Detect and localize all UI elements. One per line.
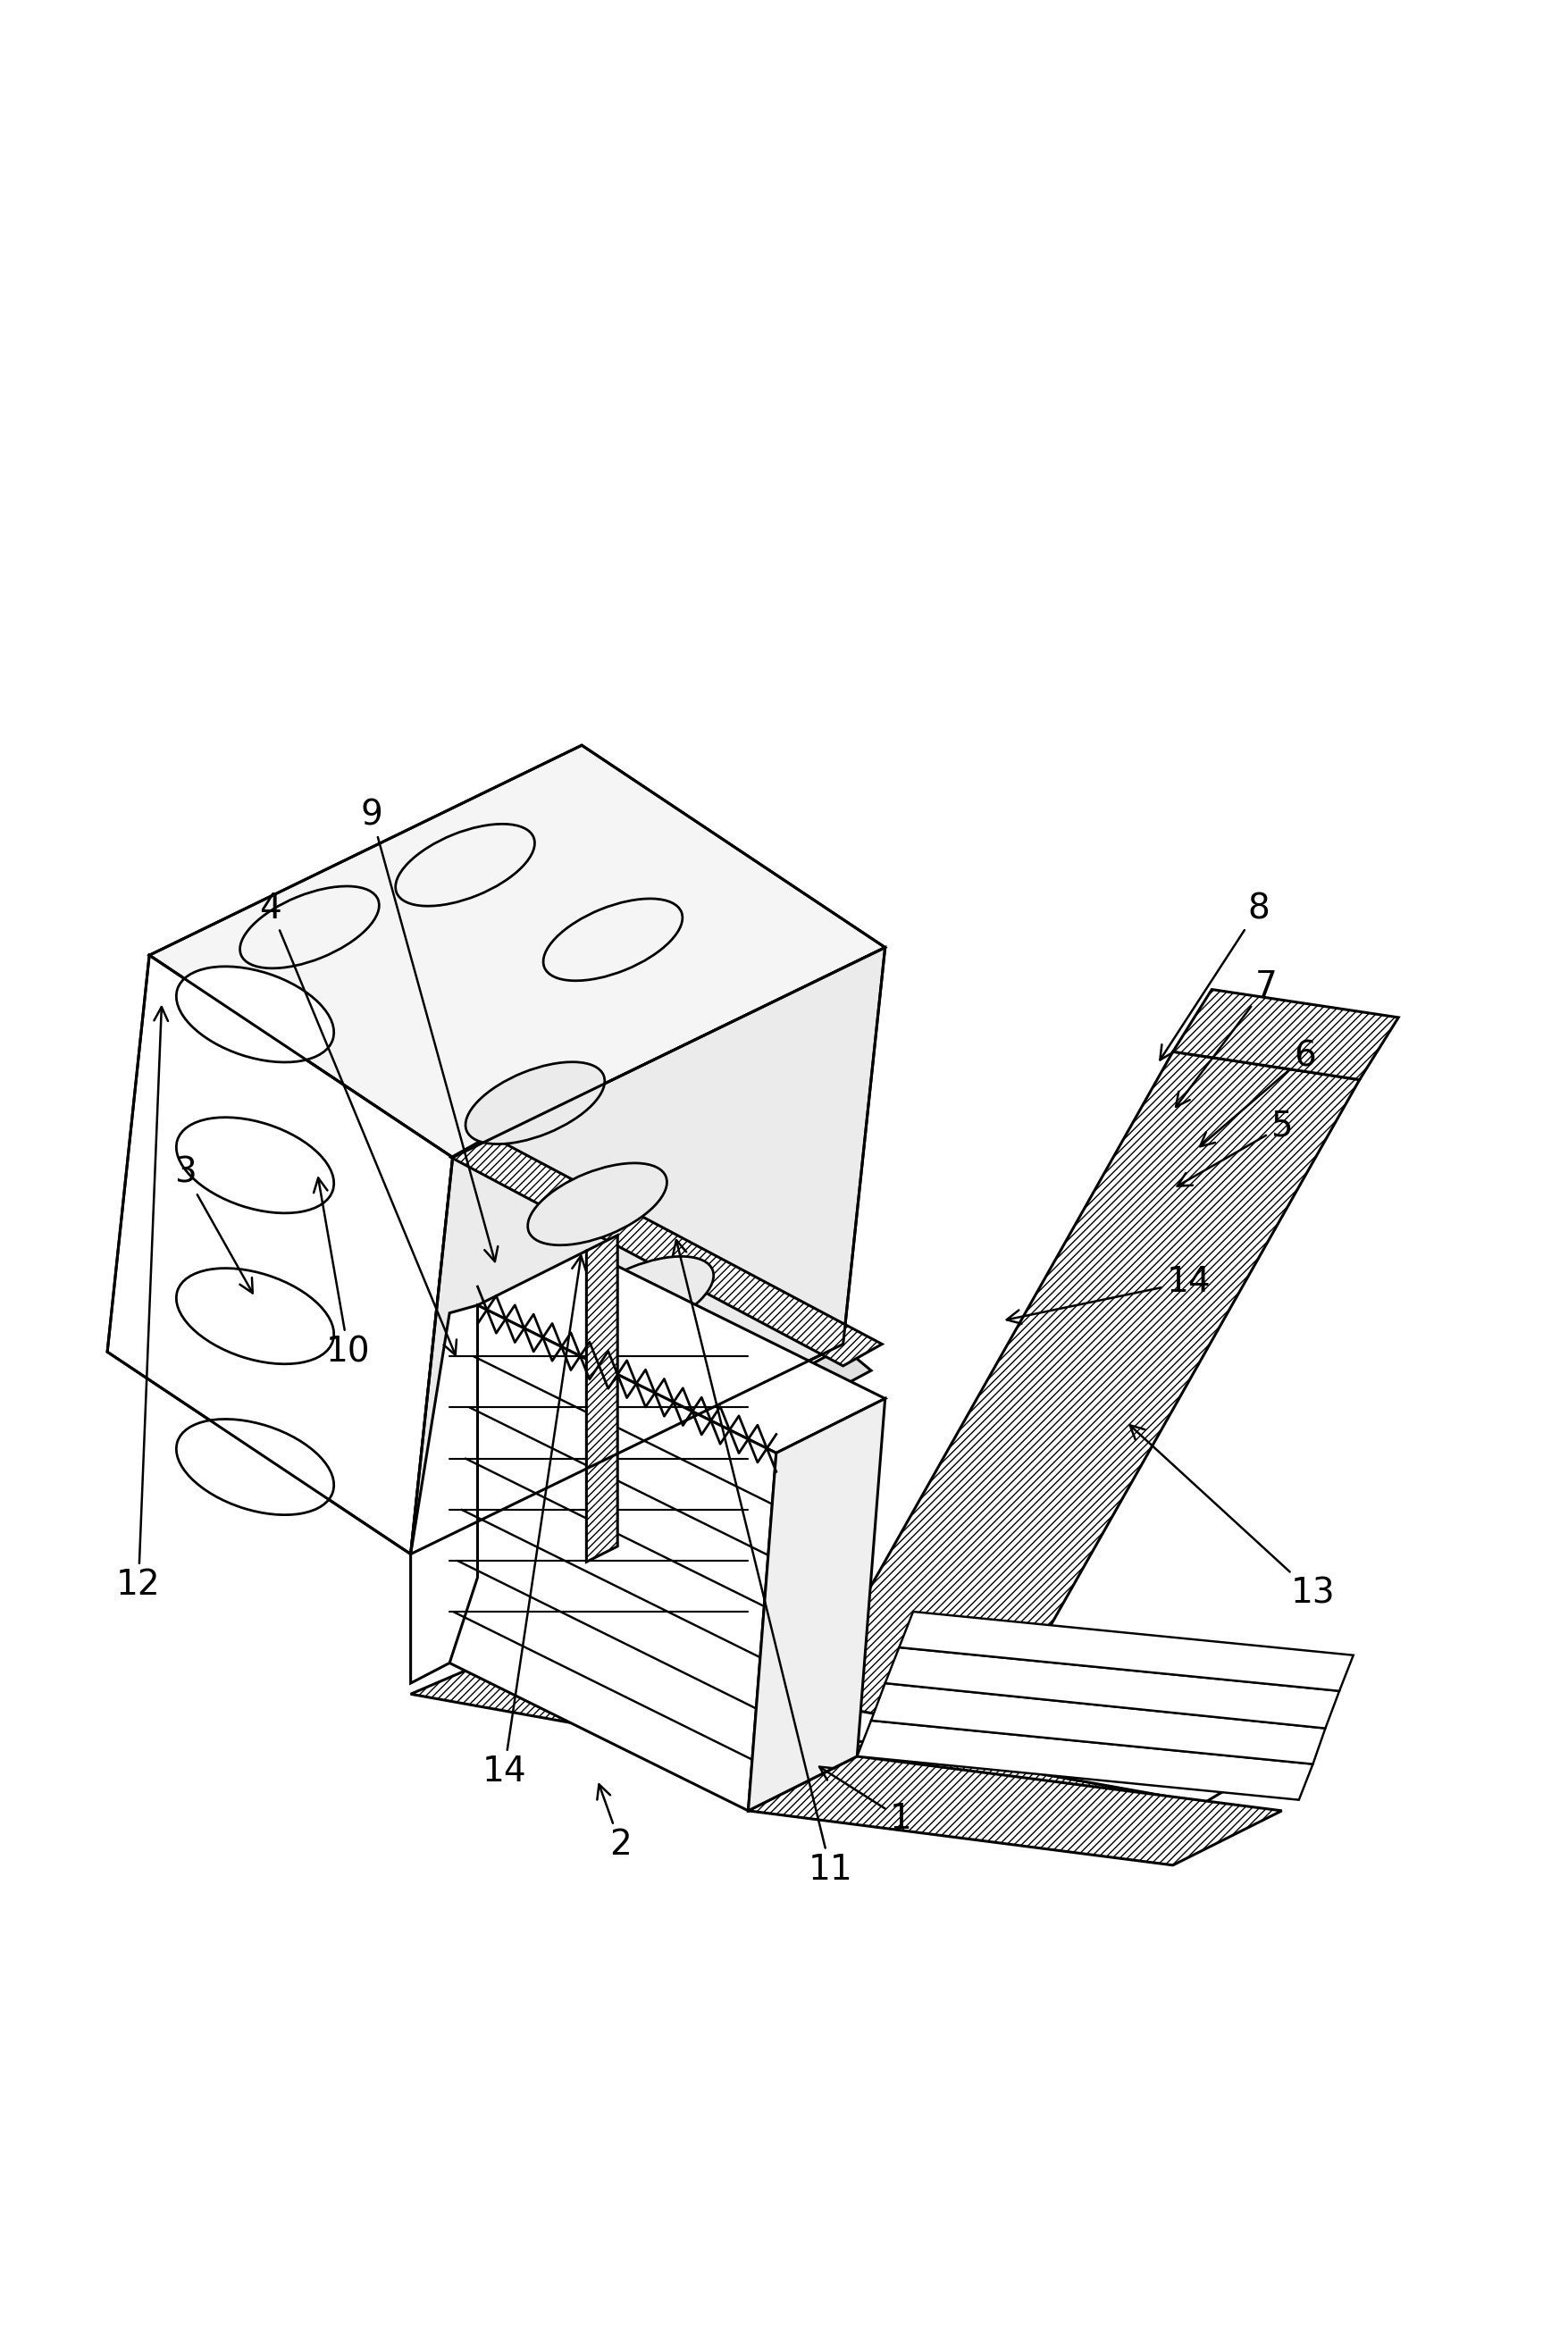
Ellipse shape: [605, 1349, 745, 1431]
Text: 10: 10: [314, 1178, 370, 1368]
Text: 14: 14: [1007, 1264, 1210, 1323]
Ellipse shape: [176, 1117, 334, 1213]
Text: 12: 12: [116, 1006, 168, 1602]
Ellipse shape: [574, 1257, 713, 1340]
Polygon shape: [753, 1051, 1359, 1820]
Polygon shape: [450, 1347, 872, 1581]
Text: 13: 13: [1131, 1426, 1334, 1609]
Text: 6: 6: [1200, 1039, 1316, 1147]
Polygon shape: [748, 1398, 884, 1811]
Ellipse shape: [176, 967, 334, 1063]
Polygon shape: [1173, 990, 1399, 1079]
Text: 5: 5: [1178, 1110, 1292, 1187]
Polygon shape: [452, 1135, 883, 1365]
Ellipse shape: [466, 1063, 605, 1145]
Text: 11: 11: [673, 1241, 853, 1886]
Polygon shape: [858, 1720, 1312, 1799]
Ellipse shape: [395, 823, 535, 906]
Ellipse shape: [528, 1164, 666, 1246]
Polygon shape: [466, 1647, 1243, 1804]
Polygon shape: [149, 746, 884, 1157]
Polygon shape: [411, 1304, 478, 1682]
Polygon shape: [411, 948, 884, 1553]
Ellipse shape: [240, 887, 379, 969]
Polygon shape: [411, 1670, 1204, 1825]
Polygon shape: [898, 1612, 1353, 1691]
Text: 2: 2: [597, 1785, 632, 1863]
Polygon shape: [478, 1250, 884, 1452]
Text: 3: 3: [174, 1157, 252, 1293]
Text: 14: 14: [481, 1255, 586, 1790]
Polygon shape: [872, 1682, 1325, 1764]
Ellipse shape: [176, 1419, 334, 1516]
Text: 8: 8: [1160, 891, 1270, 1060]
Text: 4: 4: [260, 891, 456, 1356]
Ellipse shape: [176, 1269, 334, 1363]
Polygon shape: [586, 1236, 618, 1562]
Polygon shape: [884, 1647, 1339, 1729]
Text: 9: 9: [361, 798, 499, 1262]
Polygon shape: [450, 1304, 776, 1811]
Polygon shape: [748, 1757, 1281, 1865]
Text: 1: 1: [820, 1767, 911, 1835]
Polygon shape: [107, 955, 453, 1553]
Ellipse shape: [543, 899, 682, 981]
Text: 7: 7: [1176, 969, 1278, 1107]
